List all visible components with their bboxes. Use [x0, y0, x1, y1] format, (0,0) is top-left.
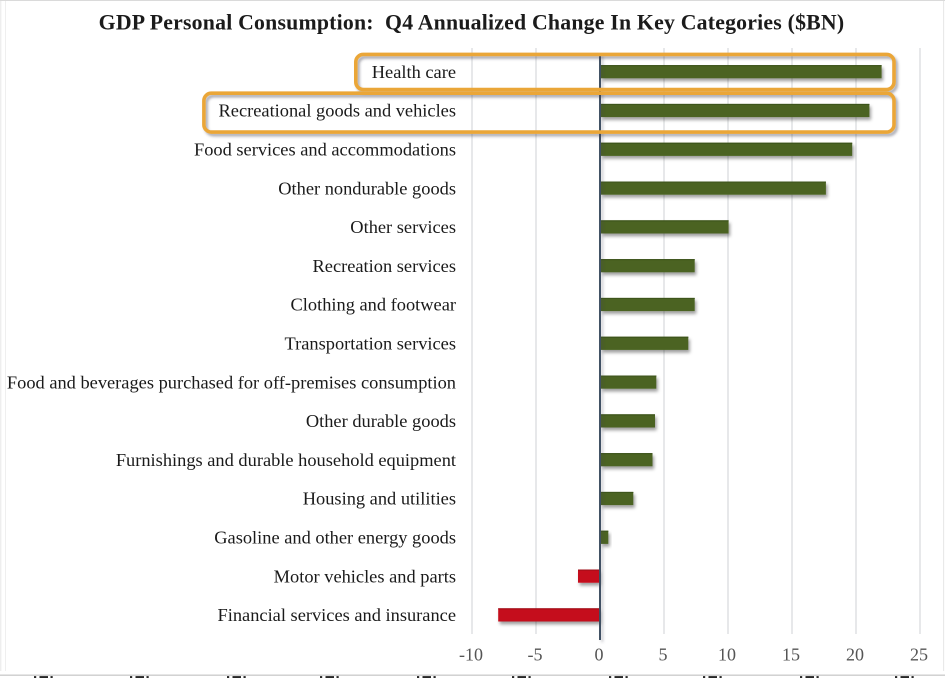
svg-text:15: 15 [782, 645, 800, 665]
svg-text:Other services: Other services [350, 217, 456, 237]
svg-text:10: 10 [718, 645, 736, 665]
svg-text:20: 20 [846, 645, 864, 665]
svg-text:Furnishings and durable househ: Furnishings and durable household equipm… [116, 450, 456, 470]
svg-text:0: 0 [595, 645, 604, 665]
svg-text:-5: -5 [528, 645, 543, 665]
svg-text:GDP Personal Consumption: Q4: GDP Personal Consumption: Q4 Annualized … [99, 10, 845, 34]
svg-text:Clothing and footwear: Clothing and footwear [291, 295, 456, 315]
svg-text:Other durable goods: Other durable goods [306, 411, 456, 431]
svg-text:Recreation services: Recreation services [313, 256, 456, 276]
svg-text:5: 5 [659, 645, 668, 665]
svg-text:Motor vehicles and parts: Motor vehicles and parts [274, 566, 456, 586]
svg-text:Housing and utilities: Housing and utilities [303, 489, 456, 509]
svg-text:Recreational goods and vehicle: Recreational goods and vehicles [219, 101, 456, 121]
svg-text:Health care: Health care [372, 62, 456, 82]
svg-text:Financial services and insuran: Financial services and insurance [218, 605, 456, 625]
svg-text:Transportation services: Transportation services [285, 334, 456, 354]
svg-text:25: 25 [910, 645, 928, 665]
svg-text:-10: -10 [459, 645, 483, 665]
svg-text:Food services and accommodatio: Food services and accommodations [194, 140, 456, 160]
svg-text:Gasoline and other energy good: Gasoline and other energy goods [214, 528, 456, 548]
svg-text:Food and beverages purchased f: Food and beverages purchased for off-pre… [7, 372, 456, 392]
svg-text:Other nondurable goods: Other nondurable goods [278, 178, 456, 198]
